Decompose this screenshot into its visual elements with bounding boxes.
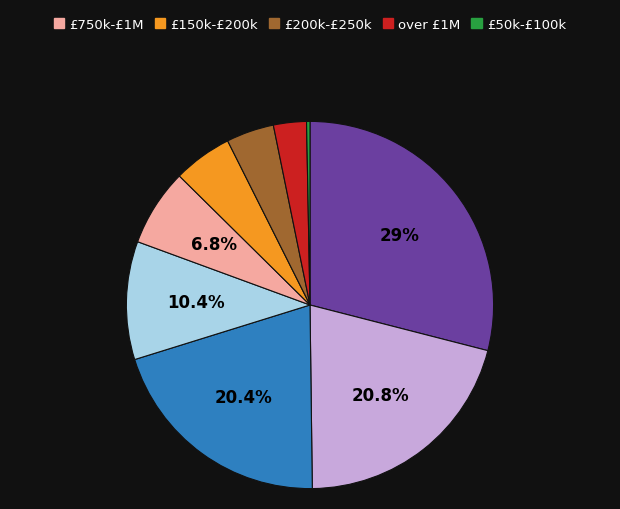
Wedge shape xyxy=(126,242,310,360)
Wedge shape xyxy=(179,142,310,305)
Text: 20.4%: 20.4% xyxy=(215,388,272,406)
Wedge shape xyxy=(306,122,310,305)
Legend: £750k-£1M, £150k-£200k, £200k-£250k, over £1M, £50k-£100k: £750k-£1M, £150k-£200k, £200k-£250k, ove… xyxy=(54,19,566,32)
Text: 29%: 29% xyxy=(380,227,420,245)
Wedge shape xyxy=(273,122,310,305)
Text: 10.4%: 10.4% xyxy=(167,294,225,312)
Wedge shape xyxy=(228,126,310,305)
Text: 6.8%: 6.8% xyxy=(191,236,237,253)
Text: 20.8%: 20.8% xyxy=(352,386,409,404)
Wedge shape xyxy=(138,177,310,305)
Wedge shape xyxy=(135,305,312,489)
Wedge shape xyxy=(310,305,488,489)
Wedge shape xyxy=(310,122,494,351)
